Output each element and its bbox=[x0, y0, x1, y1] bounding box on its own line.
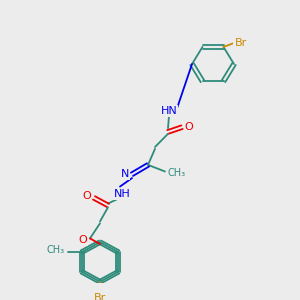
Text: O: O bbox=[184, 122, 194, 132]
Text: HN: HN bbox=[160, 106, 177, 116]
Text: Br: Br bbox=[234, 38, 247, 48]
Text: N: N bbox=[121, 169, 129, 179]
Text: O: O bbox=[79, 235, 87, 245]
Text: CH₃: CH₃ bbox=[47, 245, 65, 255]
Text: O: O bbox=[82, 191, 91, 201]
Text: Br: Br bbox=[94, 293, 106, 300]
Text: NH: NH bbox=[114, 189, 130, 199]
Text: CH₃: CH₃ bbox=[168, 168, 186, 178]
